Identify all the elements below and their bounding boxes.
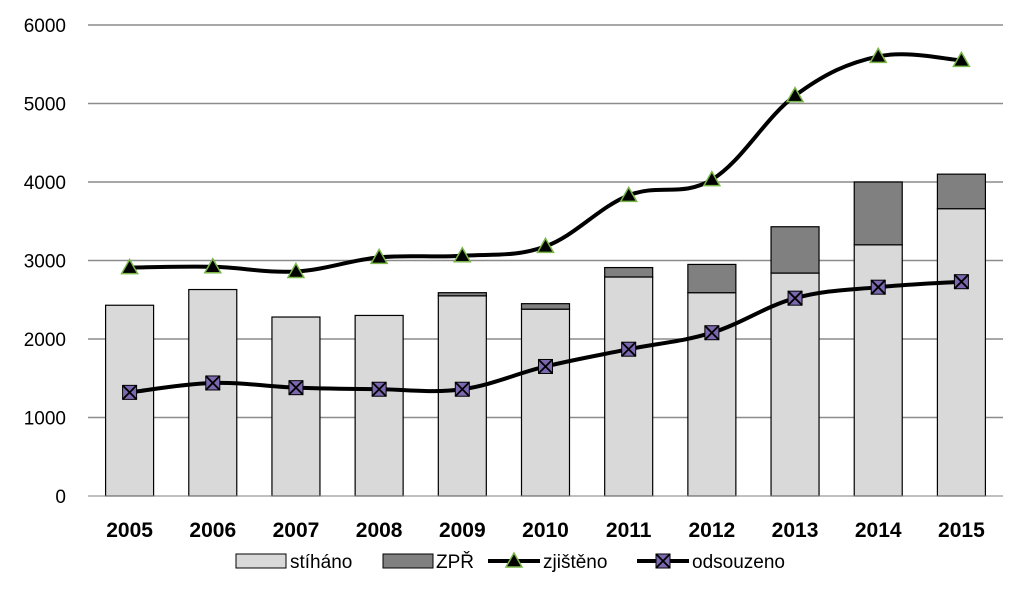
point-odsouzeno-2006-cross-b: [205, 375, 221, 391]
point-odsouzeno-2012-cross-b: [704, 325, 720, 341]
bar-zpr-2015: [936, 173, 987, 210]
x-tick-label-2015: 2015: [938, 519, 985, 542]
y-tick-label-0: 0: [55, 487, 66, 508]
point-odsouzeno-2015-cross-b: [953, 274, 970, 290]
legend-swatch-stihano: [235, 553, 287, 569]
x-tick-label-2008: 2008: [356, 519, 403, 542]
x-tick-label-2012: 2012: [689, 519, 736, 542]
bar-zpr-2009: [437, 292, 487, 297]
point-zjisteno-2005: [120, 258, 139, 275]
point-odsouzeno-2010: [537, 358, 554, 375]
legend-swatch-zpr: [382, 553, 434, 569]
bar-stihano-2007: [271, 316, 321, 497]
legend-label-zpr: ZPŘ: [436, 551, 474, 573]
y-tick-label-1000: 1000: [24, 409, 66, 430]
bars: [104, 173, 987, 497]
point-odsouzeno-2010-cross-b: [537, 358, 554, 375]
x-tick-label-2014: 2014: [855, 519, 902, 542]
x-tick-label-2011: 2011: [606, 519, 652, 542]
bar-zpr-2011: [604, 266, 654, 278]
point-odsouzeno-2008: [371, 381, 387, 397]
point-odsouzeno-2007-cross-b: [288, 380, 304, 396]
bar-zpr-2013: [770, 226, 820, 274]
point-odsouzeno-2011: [621, 341, 637, 357]
x-tick-label-2010: 2010: [522, 519, 569, 542]
bar-stihano-2013: [770, 272, 820, 497]
point-zjisteno-2006: [203, 257, 223, 274]
legend: stíháno ZPŘ zjištěno odsouzeno: [235, 551, 785, 573]
point-odsouzeno-2005: [121, 384, 138, 401]
bar-stihano-2015: [936, 208, 987, 497]
legend-marker-zjisteno: [504, 551, 524, 568]
bar-stihano-2008: [354, 314, 404, 497]
point-odsouzeno-2005-cross-b: [121, 384, 138, 401]
point-odsouzeno-2014: [870, 279, 886, 295]
gridlines: [88, 24, 1003, 419]
x-tick-label-2013: 2013: [772, 519, 819, 542]
point-odsouzeno-2007: [288, 380, 304, 396]
bar-stihano-2012: [687, 292, 737, 497]
point-zjisteno-2014: [868, 46, 888, 64]
point-odsouzeno-2006: [205, 375, 221, 391]
y-tick-label-3000: 3000: [24, 252, 66, 273]
bar-stihano-2011: [604, 276, 654, 497]
bar-stihano-2010: [520, 308, 571, 497]
point-odsouzeno-2015: [953, 274, 970, 290]
bar-stihano-2006: [188, 288, 238, 497]
point-odsouzeno-2011-cross-b: [621, 341, 637, 357]
point-odsouzeno-2009-cross-b: [454, 381, 470, 397]
legend-label-odsouzeno: odsouzeno: [692, 552, 785, 573]
x-tick-label-2007: 2007: [273, 519, 320, 542]
point-odsouzeno-2009: [454, 381, 470, 397]
bar-zpr-2012: [687, 263, 737, 294]
legend-label-zjisteno: zjištěno: [543, 552, 607, 573]
x-tick-label-2005: 2005: [106, 519, 153, 542]
y-tick-label-6000: 6000: [24, 16, 66, 37]
legend-marker-odsouzeno: [655, 553, 671, 569]
y-axis-ticks: 0 1000 2000 3000 4000 5000 6000: [24, 16, 66, 508]
point-zjisteno-2007: [286, 261, 306, 279]
point-zjisteno-2013: [785, 86, 805, 103]
x-tick-label-2009: 2009: [439, 519, 486, 542]
point-zjisteno-2011: [619, 185, 638, 203]
point-odsouzeno-2014-cross-b: [870, 279, 886, 295]
bar-stihano-2005: [104, 304, 155, 497]
point-odsouzeno-2013-cross-b: [787, 290, 803, 306]
series-lines: [120, 46, 971, 401]
legend-label-stihano: stíháno: [290, 552, 352, 573]
bar-zpr-2010: [520, 303, 571, 310]
point-zjisteno-2015: [952, 50, 971, 68]
point-zjisteno-2008: [369, 247, 389, 265]
point-zjisteno-2012: [702, 170, 722, 187]
point-zjisteno-2010: [536, 236, 555, 254]
bar-zpr-2014: [853, 181, 903, 246]
point-odsouzeno-2012: [704, 325, 720, 341]
x-axis-ticks: 2005 2006 2007 2008 2009 2010 2011 2012 2013 2014…: [106, 519, 985, 542]
y-tick-label-2000: 2000: [24, 330, 66, 351]
legend-marker-odsouzeno-cross-b: [655, 553, 671, 569]
y-tick-label-5000: 5000: [24, 95, 66, 116]
point-odsouzeno-2008-cross-b: [371, 381, 387, 397]
x-tick-label-2006: 2006: [189, 519, 236, 542]
y-tick-label-4000: 4000: [24, 173, 66, 194]
point-zjisteno-2009: [453, 246, 472, 263]
point-odsouzeno-2013: [787, 290, 803, 306]
